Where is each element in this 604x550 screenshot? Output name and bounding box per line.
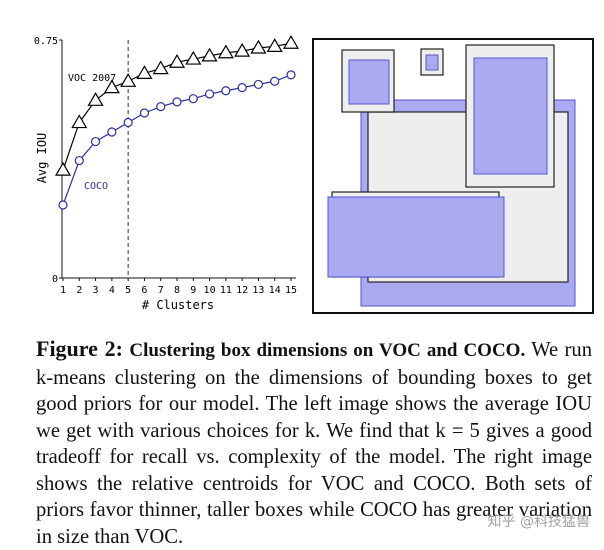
series-label-coco: COCO: [84, 181, 108, 192]
data-point-triangle: [54, 161, 72, 176]
data-point-triangle: [201, 47, 218, 62]
x-tick-label: 8: [174, 285, 180, 296]
x-tick-label: 2: [76, 285, 82, 296]
series-label-voc: VOC 2007: [68, 73, 116, 84]
data-point-triangle: [87, 92, 104, 106]
x-tick-label: 9: [190, 285, 196, 296]
figure-label: Figure 2:: [36, 336, 123, 361]
data-point-circle: [58, 200, 68, 210]
x-tick-label: 4: [109, 285, 115, 296]
data-point-triangle: [103, 79, 120, 94]
y-axis-label: Avg IOU: [35, 133, 49, 184]
x-tick-label: 14: [269, 285, 281, 296]
data-point-triangle: [266, 38, 283, 52]
data-point-circle: [74, 155, 84, 166]
figure-caption: Figure 2: Clustering box dimensions on V…: [36, 336, 592, 550]
x-tick-label: 6: [141, 285, 147, 296]
data-point-circle: [188, 94, 198, 104]
y-tick-label: 0: [52, 274, 58, 285]
data-point-circle: [221, 86, 231, 96]
x-tick-label: 3: [93, 285, 99, 296]
coco-centroid-box: [327, 196, 505, 278]
x-tick-label: 11: [220, 285, 232, 296]
data-point-triangle: [282, 34, 300, 49]
watermark: 知乎 @科技猛兽: [487, 514, 590, 530]
data-point-triangle: [71, 114, 88, 129]
data-point-circle: [204, 89, 215, 99]
data-point-triangle: [185, 50, 202, 65]
data-point-triangle: [250, 39, 267, 54]
data-point-triangle: [120, 73, 137, 87]
data-point-triangle: [136, 65, 153, 79]
data-point-circle: [172, 97, 182, 107]
x-tick-label: 1: [60, 285, 66, 296]
data-point-triangle: [234, 42, 251, 57]
data-point-triangle: [152, 60, 169, 75]
figure-body-text: We run k-means clustering on the dimensi…: [36, 339, 593, 548]
data-point-circle: [90, 136, 101, 147]
data-point-circle: [237, 82, 247, 93]
figure-heading: Clustering box dimensions on VOC and COC…: [129, 340, 526, 361]
x-axis-label: # Clusters: [142, 298, 214, 312]
data-point-circle: [270, 76, 280, 86]
y-tick-label: 0.75: [34, 36, 58, 47]
data-point-circle: [286, 70, 296, 80]
x-tick-label: 10: [204, 285, 216, 296]
coco-centroid-box: [425, 54, 439, 71]
x-tick-label: 15: [285, 285, 297, 296]
data-point-circle: [107, 127, 117, 137]
data-point-circle: [253, 79, 264, 90]
centroids-figure: [312, 38, 594, 314]
coco-centroid-box: [348, 59, 390, 105]
data-point-circle: [139, 108, 150, 118]
x-tick-label: 13: [252, 285, 264, 296]
coco-centroid-box: [473, 57, 548, 175]
data-point-circle: [123, 117, 133, 128]
x-tick-label: 7: [158, 285, 164, 296]
data-point-triangle: [217, 44, 234, 59]
x-tick-label: 5: [125, 285, 131, 296]
data-point-triangle: [168, 54, 186, 68]
x-tick-label: 12: [236, 285, 248, 296]
chart-plot-area: VOC 2007 COCO: [54, 34, 300, 278]
data-point-circle: [156, 102, 166, 112]
